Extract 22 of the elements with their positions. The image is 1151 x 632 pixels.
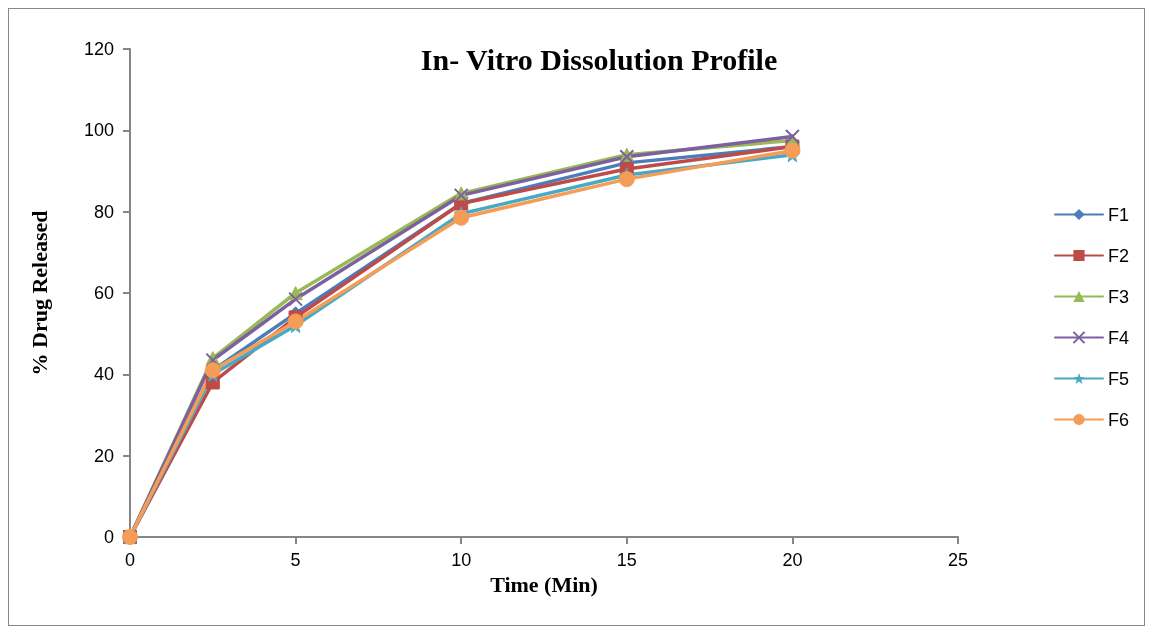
x-axis-title: Time (Min) — [490, 572, 598, 598]
chart-title: In- Vitro Dissolution Profile — [420, 42, 778, 76]
x-tick-label: 10 — [451, 550, 472, 570]
x-tick-label: 25 — [947, 550, 969, 570]
x-tick-label: 5 — [290, 550, 301, 570]
y-tick-label: 80 — [93, 201, 114, 222]
legend-label: F5 — [1107, 368, 1130, 389]
y-tick-label: 120 — [83, 39, 114, 59]
y-tick-label: 100 — [83, 120, 114, 141]
y-tick-label: 40 — [93, 364, 114, 385]
y-tick-label: 0 — [103, 527, 114, 547]
y-tick-label: 60 — [93, 283, 114, 303]
legend-label: F1 — [1107, 204, 1130, 225]
y-axis-title: % Drug Released — [26, 210, 52, 376]
y-tick-label: 20 — [93, 445, 114, 466]
legend-label: F6 — [1107, 409, 1130, 430]
legend-label: F3 — [1107, 286, 1130, 307]
legend-label: F4 — [1107, 327, 1130, 348]
x-tick-label: 20 — [782, 550, 803, 570]
legend-label: F2 — [1107, 245, 1130, 266]
x-tick-label: 15 — [616, 550, 637, 570]
x-tick-label: 0 — [124, 550, 136, 570]
